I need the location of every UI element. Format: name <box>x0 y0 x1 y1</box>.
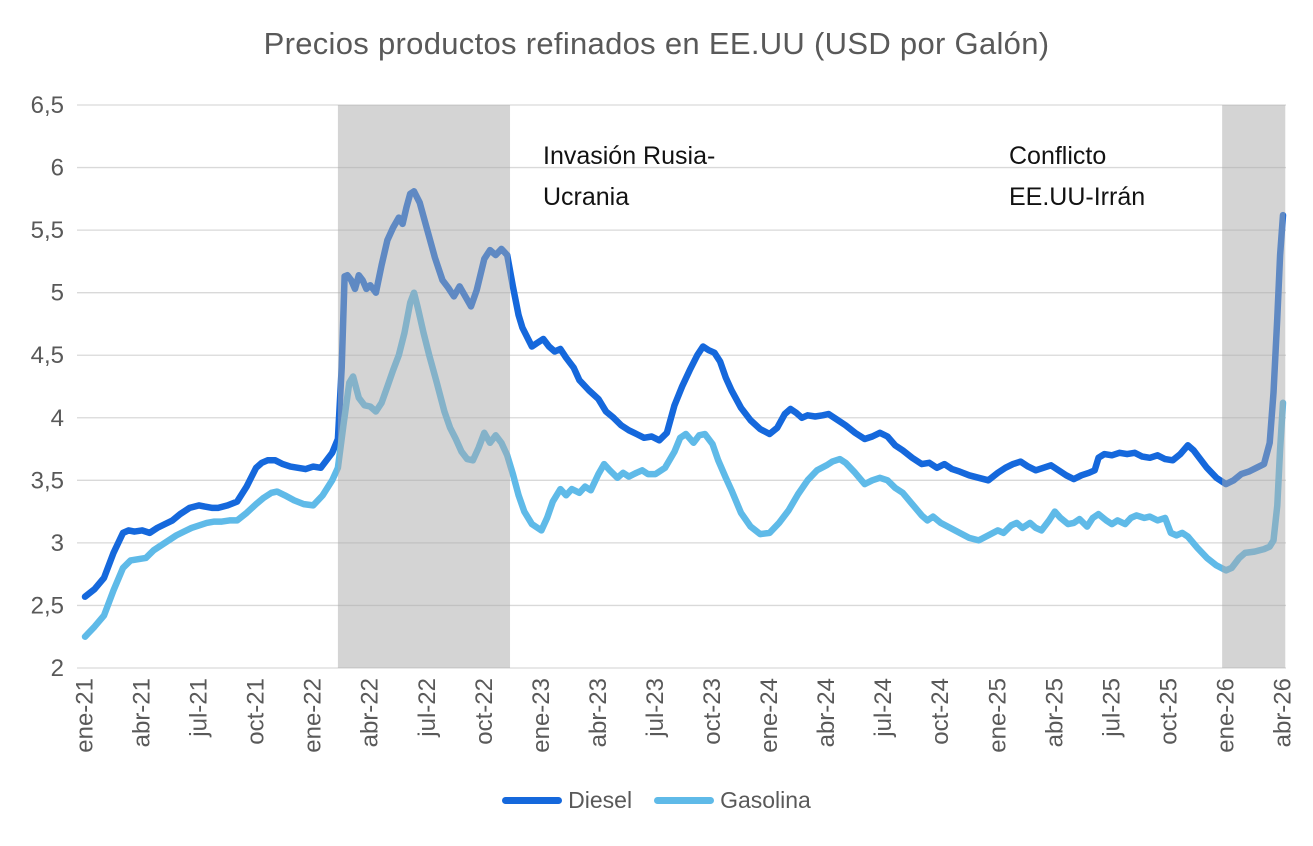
annotation-line: EE.UU-Irrán <box>1009 183 1146 211</box>
y-tick-label: 3,5 <box>31 467 64 494</box>
diesel-line-swatch <box>502 797 563 804</box>
x-tick-label: ene-22 <box>300 678 327 753</box>
x-tick-label: jul-21 <box>186 678 213 738</box>
gasolina-line-swatch <box>654 797 715 804</box>
x-tick-label: jul-22 <box>414 678 441 738</box>
x-tick-label: abr-25 <box>1041 678 1068 747</box>
legend-label: Gasolina <box>720 787 811 813</box>
chart-title: Precios productos refinados en EE.UU (US… <box>263 26 1050 61</box>
x-tick-label: oct-22 <box>471 678 498 745</box>
gasolina-line <box>81 289 1287 640</box>
y-tick-label: 2 <box>51 655 64 682</box>
x-tick-label: abr-24 <box>813 678 840 747</box>
annotation-us-iran: Conflicto EE.UU-Irrán <box>1009 136 1145 218</box>
x-tick-label: ene-21 <box>72 678 99 753</box>
y-tick-label: 4,5 <box>31 342 64 369</box>
annotation-line: Conflicto <box>1009 142 1107 170</box>
event-band <box>1222 105 1286 668</box>
y-tick-label: 6,5 <box>31 92 64 119</box>
legend-label: Diesel <box>568 787 633 813</box>
y-tick-label: 4 <box>51 405 64 432</box>
x-tick-label: ene-26 <box>1212 678 1239 753</box>
y-tick-label: 2,5 <box>31 592 64 619</box>
x-tick-label: jul-24 <box>870 678 897 738</box>
x-tick-label: oct-24 <box>927 678 954 745</box>
event-band <box>337 105 511 668</box>
annotation-russia-ukraine: Invasión Rusia- Ucrania <box>543 136 715 218</box>
legend-item-gasolina: Gasolina <box>654 787 811 814</box>
x-tick-label: abr-21 <box>129 678 156 747</box>
y-tick-label: 6 <box>51 155 64 182</box>
x-tick-label: oct-21 <box>243 678 270 745</box>
y-tick-label: 5,5 <box>31 217 64 244</box>
x-tick-label: ene-24 <box>756 678 783 753</box>
y-tick-label: 3 <box>51 530 64 557</box>
x-tick-label: oct-23 <box>699 678 726 745</box>
x-tick-label: ene-25 <box>984 678 1011 753</box>
x-tick-label: abr-23 <box>585 678 612 747</box>
annotation-line: Invasión Rusia- <box>543 142 716 170</box>
chart-legend: Diesel Gasolina <box>0 787 1313 814</box>
x-tick-label: oct-25 <box>1155 678 1182 745</box>
x-tick-label: abr-22 <box>357 678 384 747</box>
x-tick-label: abr-26 <box>1270 678 1297 747</box>
x-tick-label: ene-23 <box>528 678 555 753</box>
y-tick-label: 5 <box>51 280 64 307</box>
x-tick-label: jul-23 <box>642 678 669 738</box>
diesel-line <box>81 188 1287 600</box>
x-tick-label: jul-25 <box>1098 678 1125 738</box>
legend-item-diesel: Diesel <box>502 787 632 814</box>
annotation-line: Ucrania <box>543 183 630 211</box>
